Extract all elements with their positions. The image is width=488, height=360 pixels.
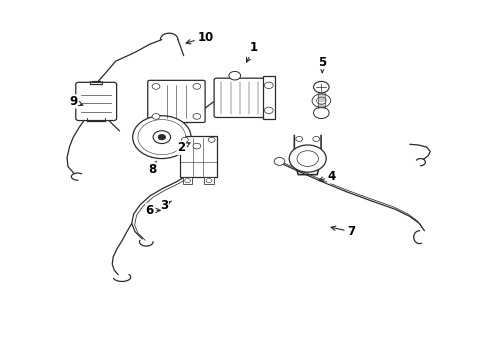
Circle shape xyxy=(264,107,273,113)
Text: 10: 10 xyxy=(186,31,213,44)
Circle shape xyxy=(288,145,325,172)
Text: 6: 6 xyxy=(145,204,160,217)
Text: 2: 2 xyxy=(177,141,190,154)
Bar xyxy=(262,76,274,119)
Circle shape xyxy=(264,82,273,89)
FancyBboxPatch shape xyxy=(147,80,204,122)
Text: 1: 1 xyxy=(246,41,258,62)
Circle shape xyxy=(205,179,211,183)
Circle shape xyxy=(181,137,188,142)
Circle shape xyxy=(295,136,302,141)
Circle shape xyxy=(138,120,185,155)
Circle shape xyxy=(208,137,215,142)
Text: 8: 8 xyxy=(148,161,156,176)
Circle shape xyxy=(193,143,201,149)
FancyBboxPatch shape xyxy=(180,136,216,177)
Text: 3: 3 xyxy=(160,198,171,212)
Circle shape xyxy=(193,113,201,119)
Circle shape xyxy=(153,131,170,144)
Circle shape xyxy=(316,97,325,104)
Circle shape xyxy=(184,179,190,183)
Circle shape xyxy=(152,113,160,119)
Circle shape xyxy=(311,94,330,108)
Wedge shape xyxy=(178,144,204,154)
Circle shape xyxy=(228,71,240,80)
FancyBboxPatch shape xyxy=(76,82,116,121)
Circle shape xyxy=(132,116,191,158)
Circle shape xyxy=(313,81,328,93)
FancyBboxPatch shape xyxy=(183,177,192,184)
Circle shape xyxy=(312,136,319,141)
Text: 9: 9 xyxy=(69,95,82,108)
Circle shape xyxy=(296,151,318,166)
FancyBboxPatch shape xyxy=(203,177,213,184)
Circle shape xyxy=(158,134,165,140)
Circle shape xyxy=(193,84,201,89)
Text: 5: 5 xyxy=(318,55,326,72)
Text: 4: 4 xyxy=(318,170,335,183)
Text: 7: 7 xyxy=(330,225,355,238)
Circle shape xyxy=(274,157,285,165)
Circle shape xyxy=(152,84,160,89)
FancyBboxPatch shape xyxy=(214,78,264,117)
Circle shape xyxy=(313,107,328,118)
